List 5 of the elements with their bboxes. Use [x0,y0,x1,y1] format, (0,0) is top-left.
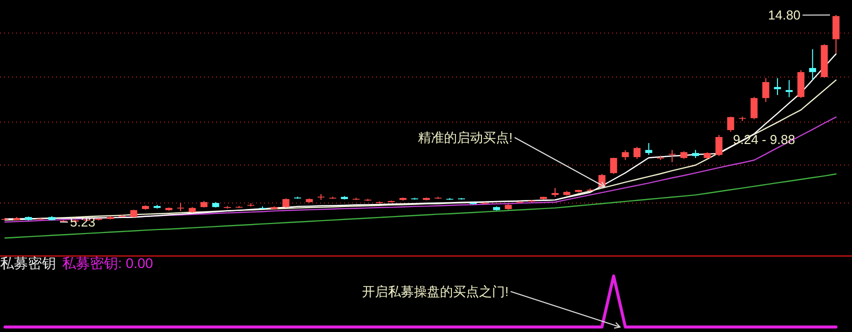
annotation: 精准的启动买点! [418,130,513,145]
annotation: 14.80 [768,8,801,23]
annotation: 开启私募操盘的买点之门! [362,284,509,299]
chart-title: 私募密钥 [0,255,56,271]
text: 私募密钥: 0.00 [62,255,154,271]
